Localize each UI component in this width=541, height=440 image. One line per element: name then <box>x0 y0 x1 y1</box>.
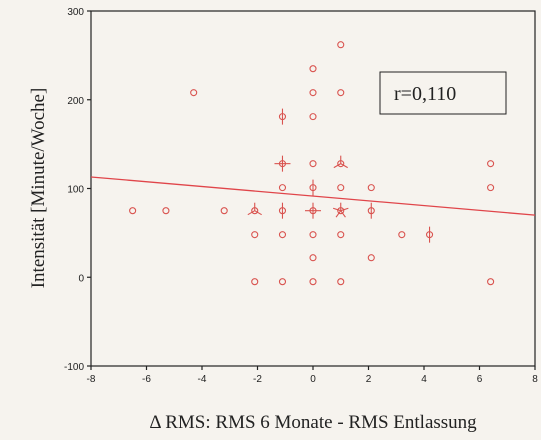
sunflower-petal <box>340 163 348 169</box>
data-point-marker <box>251 278 259 286</box>
sunflower-petal <box>332 207 341 212</box>
data-point <box>251 231 259 239</box>
sunflower-petal <box>340 210 346 218</box>
regression-line <box>90 176 536 216</box>
data-point <box>425 226 434 243</box>
data-point <box>309 160 317 168</box>
sunflower-petal <box>335 210 342 218</box>
data-point <box>337 41 345 49</box>
data-point <box>337 278 345 286</box>
sunflower-petal <box>254 210 262 216</box>
data-point <box>367 202 375 219</box>
data-point <box>220 207 228 215</box>
x-axis: -8 -6 -4 -2 0 2 4 6 8 <box>87 366 538 385</box>
data-point-marker <box>309 160 317 168</box>
data-point-marker <box>309 278 317 286</box>
data-point <box>333 155 348 169</box>
data-point <box>337 231 345 239</box>
data-point-marker <box>487 184 495 192</box>
data-point <box>278 202 287 219</box>
y-axis-title: Intensität [Minute/Woche] <box>28 88 49 289</box>
y-tick-label: -100 <box>64 362 84 373</box>
data-point-marker <box>337 89 345 97</box>
data-points <box>129 41 495 286</box>
y-tick-label: 200 <box>67 96 84 107</box>
data-point <box>309 113 317 121</box>
data-point-marker <box>220 207 228 215</box>
y-tick-label: 0 <box>78 273 84 284</box>
data-point-marker <box>278 231 287 239</box>
data-point <box>247 202 262 216</box>
y-tick-label: 100 <box>67 185 84 196</box>
data-point <box>251 278 259 286</box>
annotation-text: r=0,110 <box>394 83 456 105</box>
data-point-marker <box>309 231 317 239</box>
data-point <box>398 231 406 239</box>
data-point <box>309 89 317 97</box>
data-point <box>487 184 495 192</box>
x-axis-title: Δ RMS: RMS 6 Monate - RMS Entlassung <box>149 412 477 433</box>
data-point-marker <box>251 231 259 239</box>
data-point <box>129 207 137 215</box>
data-point <box>367 184 375 192</box>
data-point-marker <box>309 89 317 97</box>
data-point <box>487 160 495 168</box>
sunflower-petal <box>340 207 349 212</box>
data-point <box>278 231 287 239</box>
data-point-marker <box>309 254 317 262</box>
data-point <box>278 184 287 192</box>
data-point <box>309 179 317 196</box>
y-tick-label: 300 <box>67 7 84 18</box>
data-point <box>274 155 291 172</box>
data-point <box>162 207 170 215</box>
x-tick-label: -4 <box>198 374 207 385</box>
data-point-marker <box>337 184 345 192</box>
data-point <box>367 254 375 262</box>
data-point <box>309 278 317 286</box>
data-point <box>305 202 321 219</box>
data-point <box>309 65 317 73</box>
correlation-annotation: r=0,110 <box>379 71 507 115</box>
sunflower-petal <box>247 210 256 216</box>
sunflower-petal <box>333 163 342 169</box>
data-point <box>337 89 345 97</box>
data-point-marker <box>337 41 345 49</box>
data-point-marker <box>278 278 287 286</box>
data-point <box>278 278 287 286</box>
data-point <box>487 278 495 286</box>
x-tick-label: 0 <box>310 374 316 385</box>
data-point <box>332 202 349 218</box>
data-point-marker <box>487 278 495 286</box>
x-tick-label: 4 <box>421 374 427 385</box>
data-point-marker <box>162 207 170 215</box>
data-point <box>337 184 345 192</box>
data-point-marker <box>278 184 287 192</box>
data-point-marker <box>309 113 317 121</box>
annotation-box <box>379 71 507 115</box>
data-point-marker <box>337 278 345 286</box>
data-point-marker <box>129 207 137 215</box>
data-point-marker <box>367 184 375 192</box>
data-point <box>309 254 317 262</box>
x-tick-label: -6 <box>142 374 151 385</box>
data-point-marker <box>190 89 198 97</box>
x-tick-label: -8 <box>87 374 96 385</box>
y-axis: -100 0 100 200 300 <box>64 7 91 373</box>
x-tick-label: 6 <box>477 374 483 385</box>
data-point <box>190 89 198 97</box>
data-point-marker <box>309 65 317 73</box>
x-tick-label: -2 <box>253 374 262 385</box>
data-point-marker <box>367 254 375 262</box>
data-point-marker <box>398 231 406 239</box>
data-point-marker <box>337 231 345 239</box>
data-point <box>278 108 287 125</box>
x-tick-label: 2 <box>366 374 372 385</box>
data-point <box>309 231 317 239</box>
x-tick-label: 8 <box>532 374 538 385</box>
data-point-marker <box>487 160 495 168</box>
